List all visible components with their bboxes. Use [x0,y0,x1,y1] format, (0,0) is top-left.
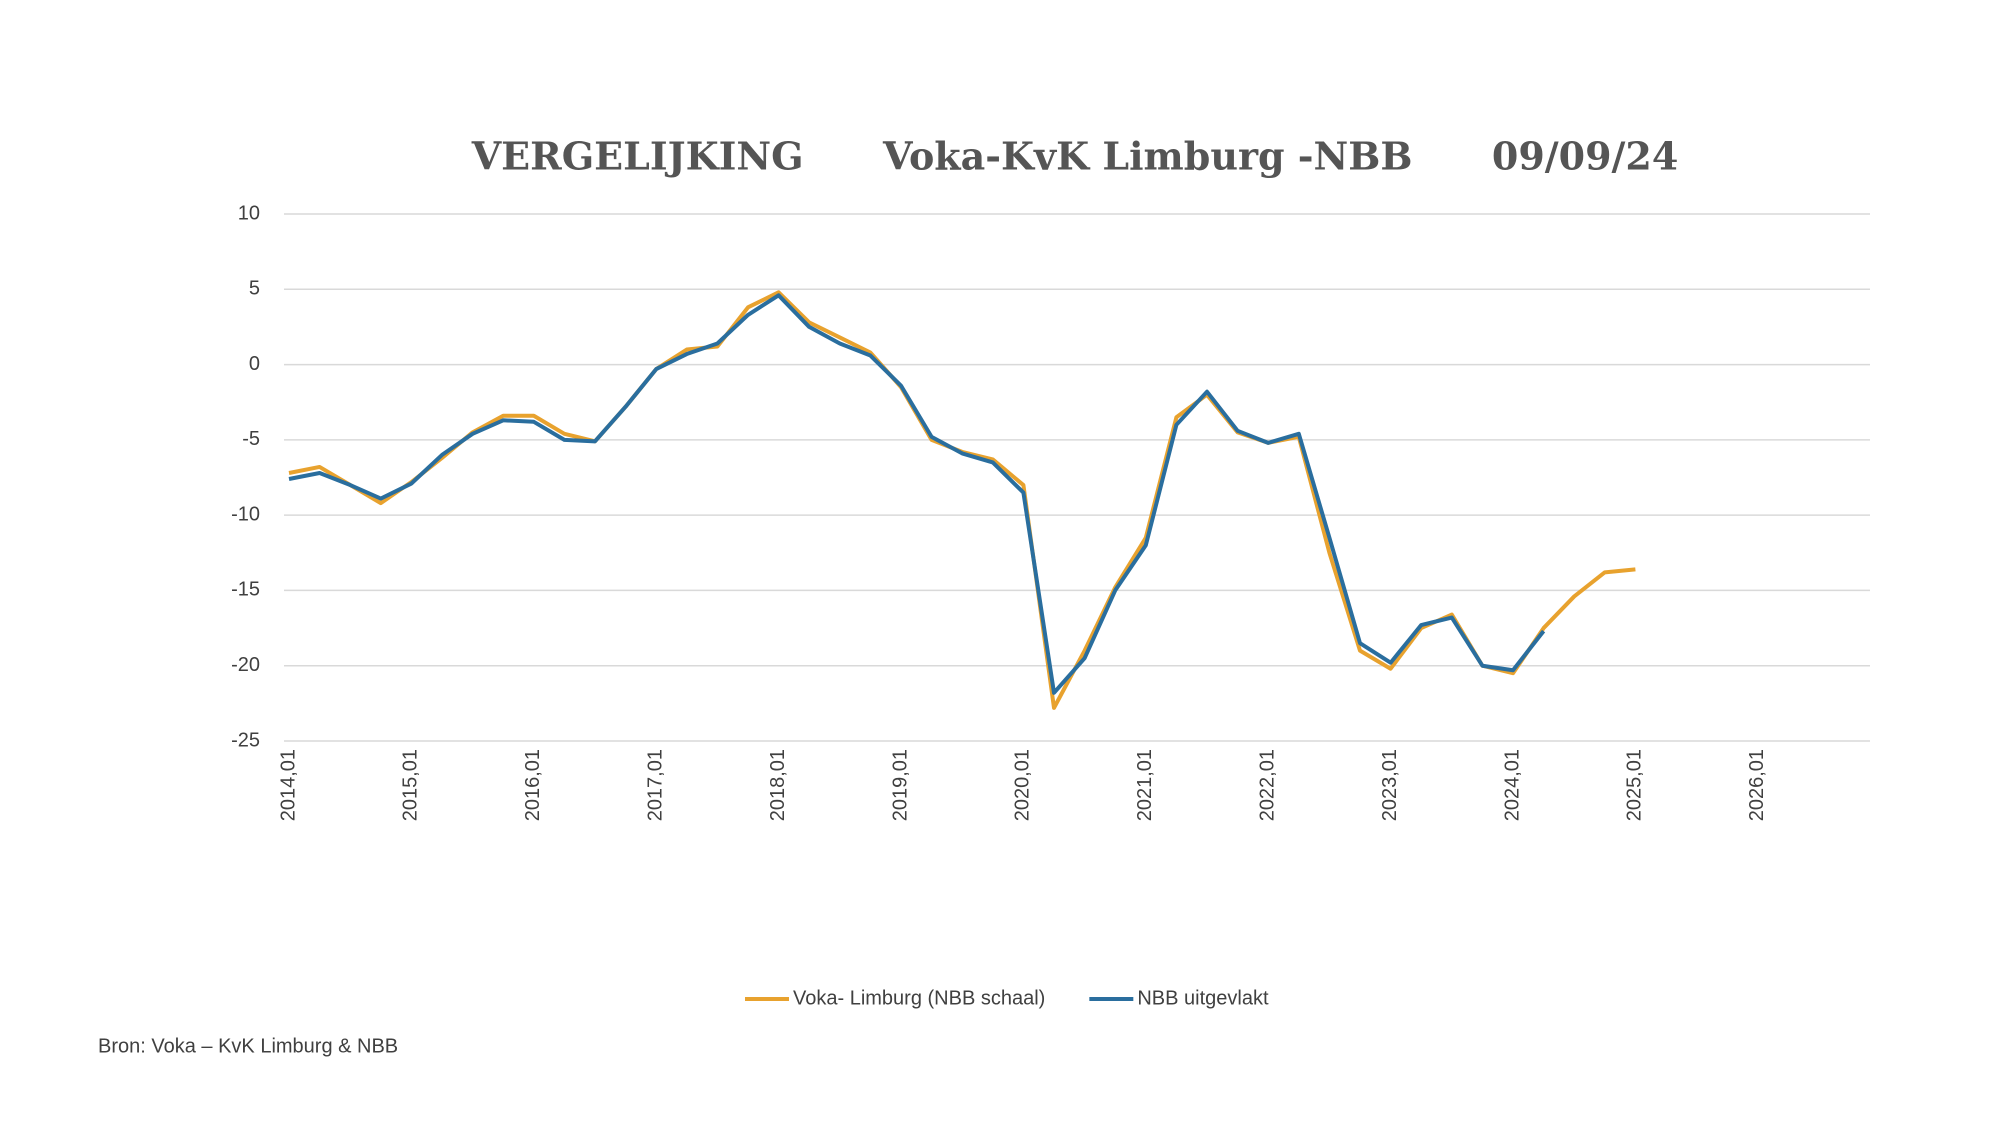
y-tick-label: -5 [242,428,260,450]
source-note: Bron: Voka – KvK Limburg & NBB [98,1035,398,1057]
legend-label: NBB uitgevlakt [1137,987,1269,1009]
y-tick-label: 0 [249,353,260,375]
x-tick-label: 2020,01 [1012,749,1034,821]
x-tick-label: 2021,01 [1134,749,1156,821]
chart-title: VERGELIJKING Voka-KvK Limburg -NBB 09/09… [471,134,1679,179]
y-tick-label: -25 [231,729,260,751]
y-tick-label: -20 [231,654,260,676]
x-tick-label: 2018,01 [767,749,789,821]
x-tick-label: 2025,01 [1624,749,1646,821]
x-tick-label: 2024,01 [1501,749,1523,821]
y-tick-label: -15 [231,579,260,601]
x-tick-label: 2017,01 [644,749,666,821]
x-tick-label: 2019,01 [889,749,911,821]
x-tick-label: 2026,01 [1746,749,1768,821]
x-tick-label: 2016,01 [522,749,544,821]
x-tick-label: 2014,01 [277,749,299,821]
y-tick-label: -10 [231,503,260,525]
y-tick-label: 10 [238,202,260,224]
x-tick-label: 2022,01 [1256,749,1278,821]
y-tick-label: 5 [249,278,260,300]
x-tick-label: 2023,01 [1379,749,1401,821]
series-line [288,290,1636,710]
x-tick-label: 2015,01 [400,749,422,821]
legend-label: Voka- Limburg (NBB schaal) [793,987,1045,1009]
series-line [288,293,1546,695]
